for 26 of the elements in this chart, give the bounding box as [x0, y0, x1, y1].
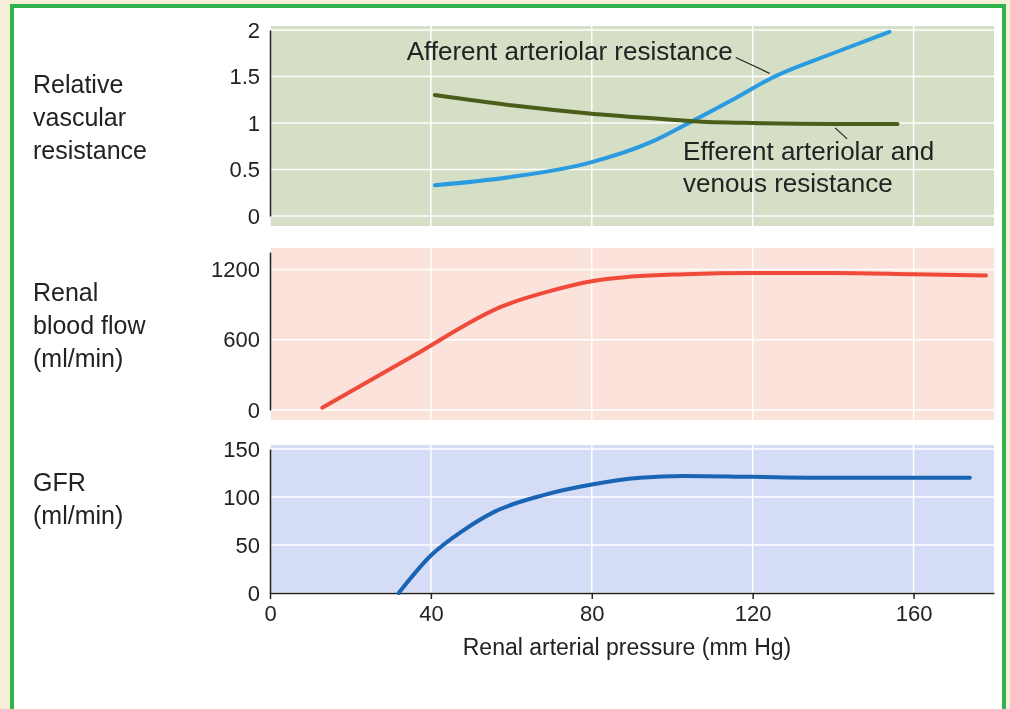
- x-tick-label: 120: [734, 600, 772, 626]
- y-tick-label: 50: [235, 532, 260, 558]
- y-tick-label: 150: [223, 436, 260, 462]
- x-axis-title: Renal arterial pressure (mm Hg): [462, 634, 792, 660]
- y-axis-title: Renal blood flow (ml/min): [33, 278, 147, 372]
- y-tick-label: 100: [223, 484, 260, 510]
- series-label: Afferent arteriolar resistance: [406, 36, 733, 67]
- y-tick-label: 600: [223, 327, 260, 353]
- line-series: [396, 473, 972, 595]
- y-tick-label: 0.5: [229, 157, 260, 183]
- y-tick-label: 1.5: [229, 64, 260, 90]
- x-tick-label: 40: [419, 600, 444, 626]
- y-axis-title: GFR (ml/min): [33, 468, 124, 529]
- x-tick-label: 0: [264, 600, 277, 626]
- y-tick-label: 0: [247, 580, 260, 606]
- y-tick-label: 0: [247, 203, 260, 229]
- line-series: [432, 93, 900, 126]
- x-tick-label: 160: [895, 600, 933, 626]
- x-tick-label: 80: [580, 600, 605, 626]
- y-tick-label: 1200: [211, 257, 260, 283]
- line-series: [320, 271, 988, 410]
- y-axis-title: Relative vascular resistance: [33, 70, 147, 164]
- y-tick-label: 2: [247, 17, 260, 43]
- series-label: Efferent arteriolar and venous resistance: [683, 135, 935, 198]
- y-tick-label: 0: [247, 397, 260, 423]
- y-tick-label: 1: [247, 110, 260, 136]
